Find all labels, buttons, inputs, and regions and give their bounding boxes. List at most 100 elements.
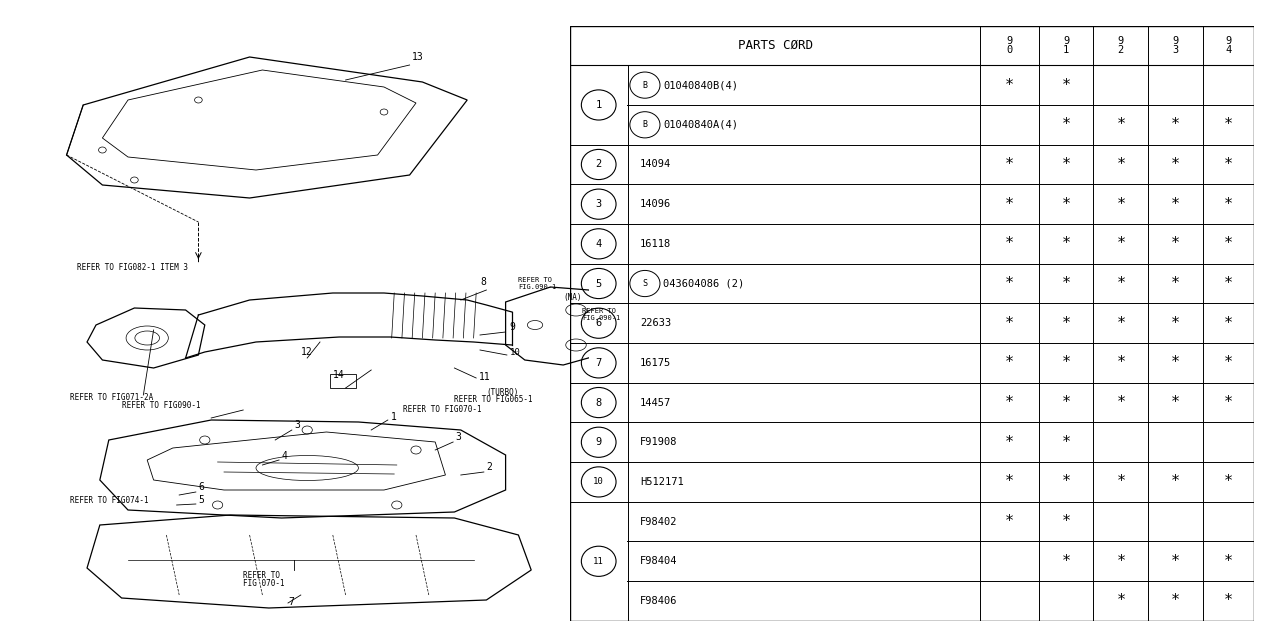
- Text: 10: 10: [509, 348, 520, 357]
- Text: 8: 8: [595, 397, 602, 408]
- Text: 9
0: 9 0: [1006, 36, 1012, 55]
- Text: F91908: F91908: [640, 437, 677, 447]
- Text: *: *: [1171, 554, 1180, 569]
- Text: 9
1: 9 1: [1062, 36, 1069, 55]
- Text: B: B: [643, 81, 648, 90]
- Text: 8: 8: [480, 277, 486, 287]
- Text: *: *: [1116, 117, 1125, 132]
- Text: *: *: [1005, 316, 1014, 331]
- Text: 12: 12: [301, 347, 312, 357]
- Text: 9: 9: [509, 322, 516, 332]
- Text: 14457: 14457: [640, 397, 672, 408]
- Text: B: B: [643, 120, 648, 129]
- Text: 3: 3: [595, 199, 602, 209]
- Text: *: *: [1224, 157, 1234, 172]
- Text: *: *: [1224, 236, 1234, 252]
- Text: 1: 1: [390, 412, 397, 422]
- Text: 01040840B(4): 01040840B(4): [663, 80, 739, 90]
- Text: *: *: [1116, 593, 1125, 609]
- Text: *: *: [1005, 196, 1014, 212]
- Text: 16118: 16118: [640, 239, 672, 249]
- Text: *: *: [1116, 236, 1125, 252]
- Text: *: *: [1061, 474, 1070, 490]
- Text: 4: 4: [595, 239, 602, 249]
- Text: *: *: [1061, 395, 1070, 410]
- Text: 4: 4: [282, 451, 288, 461]
- Text: 1: 1: [595, 100, 602, 110]
- Text: REFER TO FIG090-1: REFER TO FIG090-1: [122, 401, 200, 410]
- Text: FIG.090-1: FIG.090-1: [582, 315, 621, 321]
- Text: *: *: [1171, 593, 1180, 609]
- Text: *: *: [1171, 316, 1180, 331]
- Text: REFER TO: REFER TO: [582, 308, 617, 314]
- Text: 22633: 22633: [640, 318, 672, 328]
- Text: REFER TO: REFER TO: [243, 571, 280, 580]
- Text: *: *: [1171, 395, 1180, 410]
- Text: *: *: [1005, 355, 1014, 371]
- Text: *: *: [1224, 196, 1234, 212]
- Text: *: *: [1005, 395, 1014, 410]
- Text: 9: 9: [595, 437, 602, 447]
- Text: 2: 2: [595, 159, 602, 170]
- Text: REFER TO: REFER TO: [518, 277, 553, 283]
- Text: *: *: [1061, 316, 1070, 331]
- Text: REFER TO FIG082-1 ITEM 3: REFER TO FIG082-1 ITEM 3: [77, 263, 188, 272]
- Text: *: *: [1224, 474, 1234, 490]
- Text: S: S: [643, 279, 648, 288]
- Text: *: *: [1116, 276, 1125, 291]
- Text: 9
4: 9 4: [1225, 36, 1231, 55]
- Text: *: *: [1171, 117, 1180, 132]
- Text: 7: 7: [595, 358, 602, 368]
- Text: *: *: [1116, 157, 1125, 172]
- Text: 7: 7: [288, 597, 294, 607]
- Text: 5: 5: [198, 495, 205, 505]
- Text: *: *: [1005, 157, 1014, 172]
- Text: 2: 2: [486, 462, 493, 472]
- Text: (TURBO): (TURBO): [486, 388, 518, 397]
- Text: 14: 14: [333, 370, 344, 380]
- Text: 3: 3: [456, 432, 462, 442]
- Text: *: *: [1061, 554, 1070, 569]
- Text: 14094: 14094: [640, 159, 672, 170]
- Text: *: *: [1171, 157, 1180, 172]
- Text: REFER TO FIG071-2A: REFER TO FIG071-2A: [70, 393, 154, 402]
- Text: 11: 11: [594, 557, 604, 566]
- Text: 10: 10: [594, 477, 604, 486]
- Text: *: *: [1116, 316, 1125, 331]
- Text: *: *: [1116, 355, 1125, 371]
- Text: *: *: [1005, 276, 1014, 291]
- Text: H512171: H512171: [640, 477, 684, 487]
- Text: REFER TO FIG065-1: REFER TO FIG065-1: [454, 395, 532, 404]
- Text: FIG.090-1: FIG.090-1: [518, 284, 557, 290]
- Text: 9
3: 9 3: [1172, 36, 1179, 55]
- Text: *: *: [1005, 474, 1014, 490]
- Text: *: *: [1061, 435, 1070, 450]
- Text: (NA): (NA): [563, 293, 581, 302]
- Text: *: *: [1061, 276, 1070, 291]
- Text: REFER TO FIG070-1: REFER TO FIG070-1: [403, 405, 481, 414]
- Text: *: *: [1116, 554, 1125, 569]
- Text: 6: 6: [198, 482, 205, 492]
- Text: 13: 13: [412, 52, 424, 62]
- Text: 6: 6: [595, 318, 602, 328]
- Text: *: *: [1224, 276, 1234, 291]
- Text: *: *: [1061, 355, 1070, 371]
- Text: *: *: [1061, 117, 1070, 132]
- Text: F98406: F98406: [640, 596, 677, 606]
- Text: 3: 3: [294, 420, 301, 430]
- Text: PARTS CØRD: PARTS CØRD: [737, 39, 813, 52]
- Text: *: *: [1005, 236, 1014, 252]
- Text: 11: 11: [479, 372, 490, 382]
- Text: *: *: [1005, 77, 1014, 93]
- Text: F98404: F98404: [640, 556, 677, 566]
- Text: 9
2: 9 2: [1117, 36, 1124, 55]
- Text: *: *: [1171, 276, 1180, 291]
- Text: FIG 070-1: FIG 070-1: [243, 579, 285, 588]
- Bar: [330, 374, 356, 388]
- Text: *: *: [1061, 236, 1070, 252]
- Text: *: *: [1224, 355, 1234, 371]
- Text: *: *: [1061, 77, 1070, 93]
- Text: *: *: [1171, 355, 1180, 371]
- Text: *: *: [1005, 514, 1014, 529]
- Text: *: *: [1171, 196, 1180, 212]
